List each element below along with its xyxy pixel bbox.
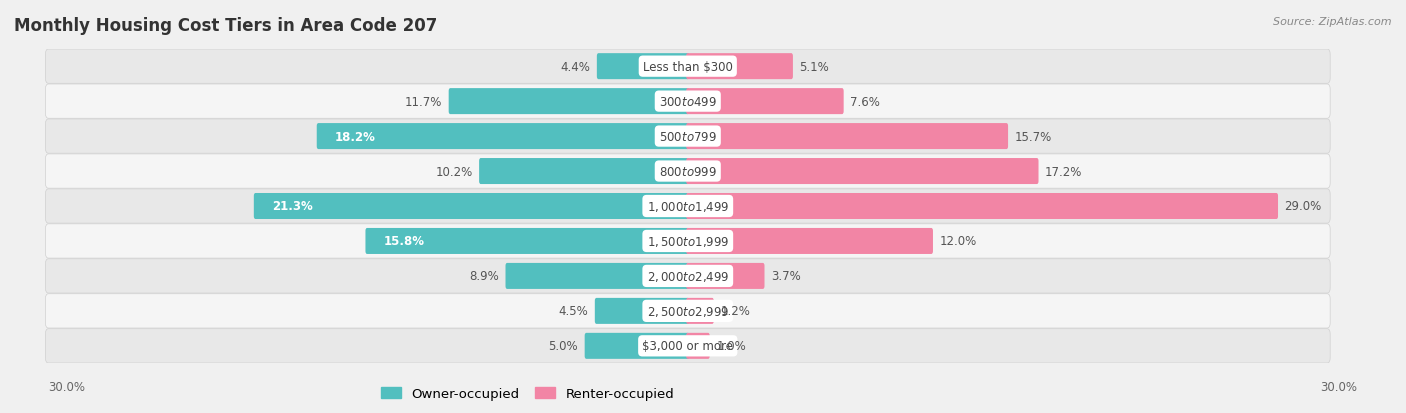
Text: 15.8%: 15.8% [384, 235, 425, 248]
FancyBboxPatch shape [686, 298, 714, 324]
Text: 15.7%: 15.7% [1015, 130, 1052, 143]
FancyBboxPatch shape [686, 333, 710, 359]
Text: $800 to $999: $800 to $999 [659, 165, 717, 178]
FancyBboxPatch shape [596, 54, 689, 80]
Text: $2,500 to $2,999: $2,500 to $2,999 [647, 304, 730, 318]
FancyBboxPatch shape [506, 263, 689, 289]
Text: 1.2%: 1.2% [720, 305, 751, 318]
Text: 5.0%: 5.0% [548, 339, 578, 352]
Text: $500 to $799: $500 to $799 [659, 130, 717, 143]
Text: 11.7%: 11.7% [405, 95, 441, 108]
FancyBboxPatch shape [45, 85, 1330, 119]
Text: 7.6%: 7.6% [851, 95, 880, 108]
FancyBboxPatch shape [585, 333, 689, 359]
Text: $1,000 to $1,499: $1,000 to $1,499 [647, 199, 730, 214]
Text: $2,000 to $2,499: $2,000 to $2,499 [647, 269, 730, 283]
FancyBboxPatch shape [686, 228, 934, 254]
Text: $300 to $499: $300 to $499 [659, 95, 717, 108]
FancyBboxPatch shape [45, 190, 1330, 223]
Text: 3.7%: 3.7% [770, 270, 801, 283]
FancyBboxPatch shape [686, 263, 765, 289]
FancyBboxPatch shape [686, 54, 793, 80]
FancyBboxPatch shape [45, 154, 1330, 189]
Text: 30.0%: 30.0% [1320, 380, 1358, 393]
FancyBboxPatch shape [686, 194, 1278, 219]
FancyBboxPatch shape [479, 159, 689, 185]
Text: Monthly Housing Cost Tiers in Area Code 207: Monthly Housing Cost Tiers in Area Code … [14, 17, 437, 34]
Text: 10.2%: 10.2% [436, 165, 472, 178]
FancyBboxPatch shape [686, 89, 844, 115]
Text: 17.2%: 17.2% [1045, 165, 1083, 178]
FancyBboxPatch shape [45, 224, 1330, 259]
FancyBboxPatch shape [45, 50, 1330, 84]
FancyBboxPatch shape [366, 228, 689, 254]
FancyBboxPatch shape [254, 194, 689, 219]
FancyBboxPatch shape [686, 159, 1039, 185]
Text: 1.0%: 1.0% [716, 339, 747, 352]
Text: 5.1%: 5.1% [800, 61, 830, 74]
Text: 21.3%: 21.3% [271, 200, 312, 213]
FancyBboxPatch shape [595, 298, 689, 324]
Text: $1,500 to $1,999: $1,500 to $1,999 [647, 235, 730, 248]
FancyBboxPatch shape [45, 120, 1330, 154]
FancyBboxPatch shape [449, 89, 689, 115]
FancyBboxPatch shape [45, 329, 1330, 363]
Text: 4.4%: 4.4% [561, 61, 591, 74]
Text: 29.0%: 29.0% [1285, 200, 1322, 213]
FancyBboxPatch shape [686, 124, 1008, 150]
Legend: Owner-occupied, Renter-occupied: Owner-occupied, Renter-occupied [377, 383, 678, 404]
FancyBboxPatch shape [45, 294, 1330, 328]
Text: 8.9%: 8.9% [470, 270, 499, 283]
Text: 12.0%: 12.0% [939, 235, 977, 248]
Text: $3,000 or more: $3,000 or more [643, 339, 734, 352]
FancyBboxPatch shape [45, 259, 1330, 293]
Text: 30.0%: 30.0% [48, 380, 86, 393]
Text: 4.5%: 4.5% [558, 305, 588, 318]
Text: Less than $300: Less than $300 [643, 61, 733, 74]
Text: 18.2%: 18.2% [335, 130, 375, 143]
Text: Source: ZipAtlas.com: Source: ZipAtlas.com [1274, 17, 1392, 26]
FancyBboxPatch shape [316, 124, 689, 150]
